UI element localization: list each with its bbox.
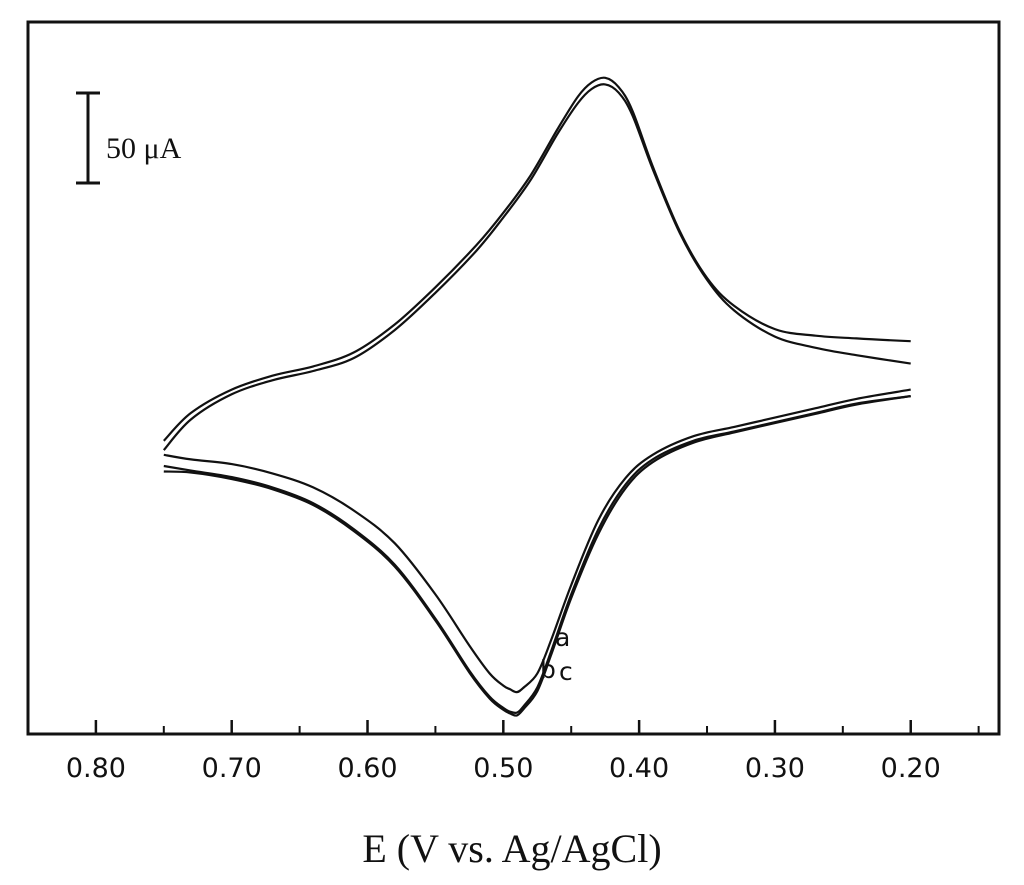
x-tick-label: 0.50 — [473, 753, 533, 784]
x-tick-label: 0.30 — [745, 753, 805, 784]
curve-label-c: c — [559, 657, 573, 686]
scale-bar: 50 μA — [76, 91, 182, 185]
x-tick-label: 0.60 — [337, 753, 397, 784]
series-line — [163, 388, 911, 694]
x-tick-label: 0.80 — [66, 753, 126, 784]
series-line — [162, 83, 911, 451]
curve-label-a: a — [555, 623, 570, 652]
series-line — [163, 395, 911, 715]
x-tick-label: 0.70 — [202, 753, 262, 784]
x-axis-ticks: 0.80 0.70 0.60 0.50 0.40 0.30 0.20 — [66, 720, 980, 784]
series-line — [163, 395, 911, 717]
plot-frame — [26, 20, 1001, 736]
scale-bar-label: 50 μA — [106, 132, 182, 165]
x-tick-label: 0.40 — [609, 753, 669, 784]
curves — [162, 76, 911, 717]
x-tick-label: 0.20 — [881, 753, 941, 784]
series-line — [163, 76, 911, 442]
curve-label-b: b — [540, 655, 556, 684]
x-axis-label: E (V vs. Ag/AgCl) — [362, 826, 661, 871]
